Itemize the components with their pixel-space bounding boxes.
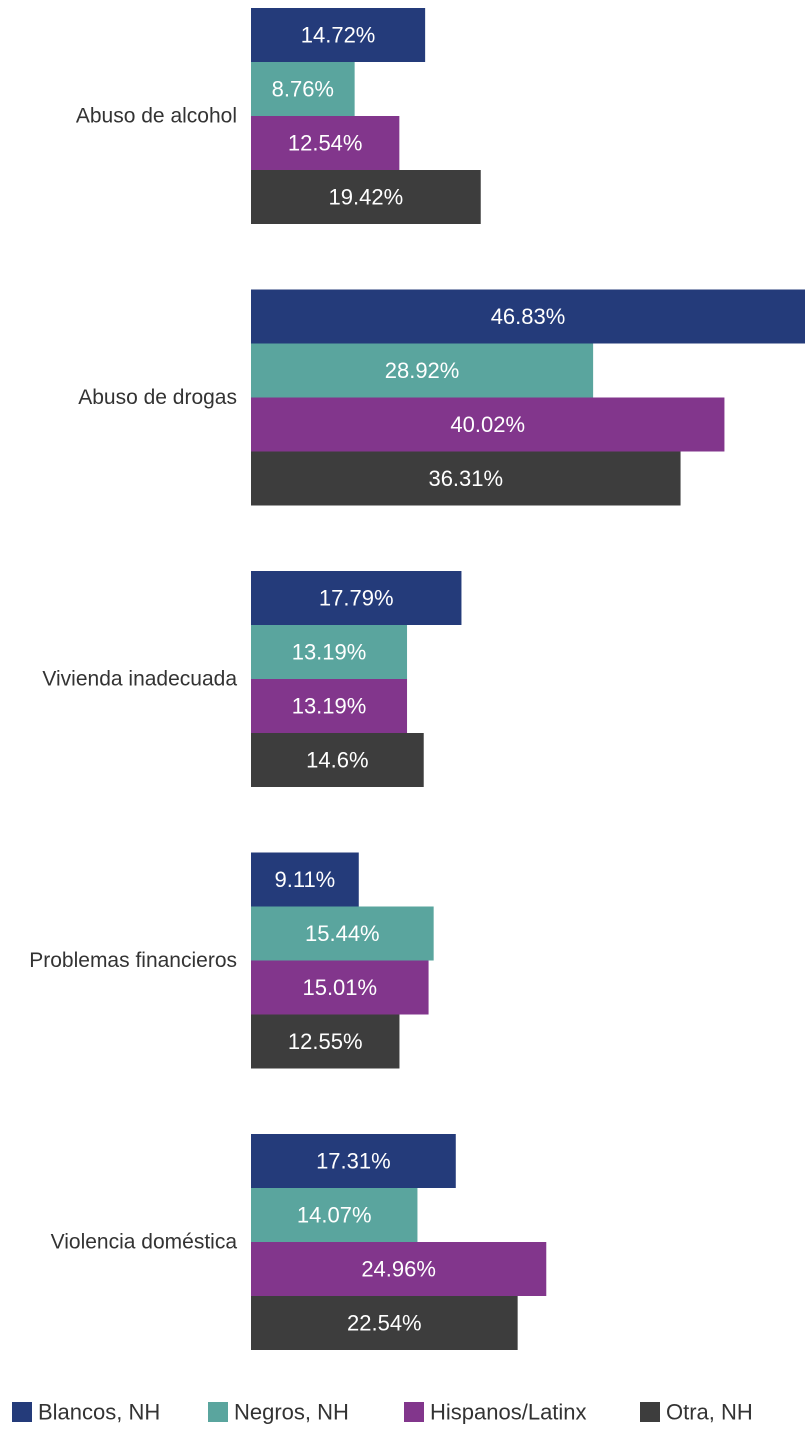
bar-otra-nh-violencia-domestica: [251, 1296, 518, 1350]
category-label-violencia-domestica: Violencia doméstica: [51, 1231, 238, 1254]
data-label-otra-nh-vivienda-inadecuada: 14.6%: [306, 748, 368, 773]
bar-otra-nh-problemas-financieros: [251, 1014, 400, 1069]
data-label-hispanos-latinx-abuso-de-alcohol: 12.54%: [288, 131, 363, 156]
data-label-hispanos-latinx-vivienda-inadecuada: 13.19%: [292, 694, 367, 719]
bar-negros-nh-violencia-domestica: [251, 1188, 418, 1242]
data-label-negros-nh-vivienda-inadecuada: 13.19%: [292, 640, 367, 665]
data-label-hispanos-latinx-problemas-financieros: 15.01%: [302, 975, 377, 1000]
labels-layer: Abuso de alcohol 14.72% 8.76% 12.54% 19.42% A…: [29, 23, 565, 1336]
bar-otra-nh-abuso-de-alcohol: [251, 170, 481, 224]
bar-hispanos-latinx-abuso-de-drogas: [251, 397, 725, 452]
data-label-negros-nh-abuso-de-alcohol: 8.76%: [272, 77, 334, 102]
bar-blancos-nh-abuso-de-alcohol: [251, 8, 426, 62]
legend-swatch-blancos-nh: [12, 1402, 32, 1422]
legend-swatch-otra-nh: [640, 1402, 660, 1422]
category-label-vivienda-inadecuada: Vivienda inadecuada: [42, 668, 237, 691]
legend-label-otra-nh: Otra, NH: [666, 1400, 753, 1425]
legend-label-negros-nh: Negros, NH: [234, 1400, 349, 1425]
legend-label-hispanos-latinx: Hispanos/Latinx: [430, 1400, 587, 1425]
data-label-otra-nh-abuso-de-alcohol: 19.42%: [329, 185, 404, 210]
legend: Blancos, NH Negros, NH Hispanos/Latinx Otra…: [12, 1400, 753, 1425]
bar-blancos-nh-abuso-de-drogas: [251, 289, 805, 344]
data-label-otra-nh-problemas-financieros: 12.55%: [288, 1029, 363, 1054]
category-label-abuso-de-alcohol: Abuso de alcohol: [76, 105, 237, 128]
bar-hispanos-latinx-abuso-de-alcohol: [251, 116, 400, 170]
bar-blancos-nh-violencia-domestica: [251, 1134, 456, 1188]
bar-negros-nh-problemas-financieros: [251, 906, 434, 961]
data-label-hispanos-latinx-abuso-de-drogas: 40.02%: [450, 412, 525, 437]
bar-otra-nh-vivienda-inadecuada: [251, 733, 424, 787]
bar-negros-nh-vivienda-inadecuada: [251, 625, 408, 679]
bar-blancos-nh-vivienda-inadecuada: [251, 571, 462, 625]
data-label-blancos-nh-problemas-financieros: 9.11%: [275, 867, 336, 892]
data-label-otra-nh-violencia-domestica: 22.54%: [347, 1311, 422, 1336]
data-label-otra-nh-abuso-de-drogas: 36.31%: [428, 466, 503, 491]
data-label-blancos-nh-abuso-de-alcohol: 14.72%: [301, 23, 376, 48]
category-label-problemas-financieros: Problemas financieros: [29, 949, 237, 972]
category-label-abuso-de-drogas: Abuso de drogas: [78, 386, 237, 409]
legend-swatch-hispanos-latinx: [404, 1402, 424, 1422]
bar-negros-nh-abuso-de-drogas: [251, 343, 594, 398]
bar-negros-nh-abuso-de-alcohol: [251, 62, 355, 116]
data-label-negros-nh-abuso-de-drogas: 28.92%: [385, 358, 460, 383]
data-label-negros-nh-problemas-financieros: 15.44%: [305, 921, 380, 946]
data-label-negros-nh-violencia-domestica: 14.07%: [297, 1203, 372, 1228]
data-label-blancos-nh-vivienda-inadecuada: 17.79%: [319, 586, 394, 611]
data-label-blancos-nh-violencia-domestica: 17.31%: [316, 1149, 391, 1174]
bars-layer: [251, 8, 805, 1350]
bar-otra-nh-abuso-de-drogas: [251, 451, 681, 506]
legend-label-blancos-nh: Blancos, NH: [38, 1400, 160, 1425]
bar-hispanos-latinx-vivienda-inadecuada: [251, 679, 408, 733]
bar-hispanos-latinx-problemas-financieros: [251, 960, 429, 1015]
bar-blancos-nh-problemas-financieros: [251, 852, 359, 907]
data-label-hispanos-latinx-violencia-domestica: 24.96%: [361, 1257, 436, 1282]
data-label-blancos-nh-abuso-de-drogas: 46.83%: [491, 304, 566, 329]
bar-hispanos-latinx-violencia-domestica: [251, 1242, 547, 1296]
legend-swatch-negros-nh: [208, 1402, 228, 1422]
